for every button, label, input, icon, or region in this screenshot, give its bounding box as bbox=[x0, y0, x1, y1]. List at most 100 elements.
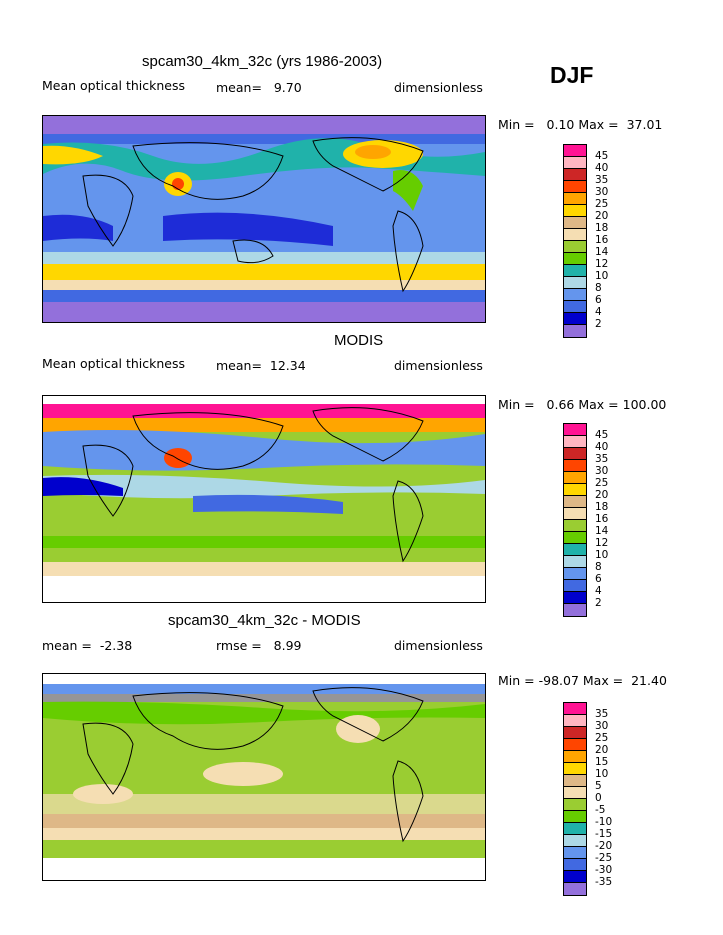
mean-label: mean= 9.70 bbox=[216, 80, 302, 95]
minmax-label: Min = 0.10 Max = 37.01 bbox=[498, 117, 663, 132]
legend-tick-label: 16 bbox=[595, 513, 609, 525]
legend-swatch bbox=[564, 544, 586, 556]
legend-tick-label: -35 bbox=[595, 876, 613, 888]
legend-swatch bbox=[564, 787, 586, 799]
legend-tick-label: -30 bbox=[595, 864, 613, 876]
map-difference bbox=[42, 673, 486, 881]
legend-swatch bbox=[564, 568, 586, 580]
legend-swatch bbox=[564, 811, 586, 823]
legend-swatch bbox=[564, 301, 586, 313]
legend-tick-label: 8 bbox=[595, 282, 602, 294]
color-legend bbox=[563, 144, 587, 338]
legend-swatch bbox=[564, 484, 586, 496]
legend-swatch bbox=[564, 763, 586, 775]
season-label: DJF bbox=[550, 62, 594, 88]
legend-swatch bbox=[564, 496, 586, 508]
legend-tick-label: 20 bbox=[595, 489, 609, 501]
units-label: dimensionless bbox=[394, 358, 483, 373]
mean-label: mean= 12.34 bbox=[216, 358, 306, 373]
legend-swatch bbox=[564, 871, 586, 883]
legend-swatch bbox=[564, 604, 586, 616]
legend-swatch bbox=[564, 556, 586, 568]
legend-swatch bbox=[564, 739, 586, 751]
legend-swatch bbox=[564, 229, 586, 241]
legend-swatch bbox=[564, 265, 586, 277]
legend-tick-label: 30 bbox=[595, 720, 609, 732]
panel-title: MODIS bbox=[334, 332, 384, 349]
legend-swatch bbox=[564, 217, 586, 229]
legend-tick-label: -20 bbox=[595, 840, 613, 852]
panel-title: spcam30_4km_32c - MODIS bbox=[168, 612, 361, 629]
field-label: Mean optical thickness bbox=[42, 78, 186, 93]
legend-tick-label: 25 bbox=[595, 198, 609, 210]
legend-swatch bbox=[564, 847, 586, 859]
legend-tick-label: 14 bbox=[595, 525, 609, 537]
legend-swatch bbox=[564, 580, 586, 592]
legend-swatch bbox=[564, 751, 586, 763]
minmax-label: Min = -98.07 Max = 21.40 bbox=[498, 673, 667, 688]
legend-tick-label: 12 bbox=[595, 537, 609, 549]
legend-tick-label: 18 bbox=[595, 501, 609, 513]
map-model bbox=[42, 115, 486, 323]
mean-label: mean = -2.38 bbox=[42, 638, 133, 653]
legend-swatch bbox=[564, 325, 586, 337]
legend-swatch bbox=[564, 703, 586, 715]
color-legend bbox=[563, 423, 587, 617]
legend-tick-label: 12 bbox=[595, 258, 609, 270]
legend-swatch bbox=[564, 835, 586, 847]
legend-swatch bbox=[564, 592, 586, 604]
legend-tick-label: 45 bbox=[595, 429, 609, 441]
legend-swatch bbox=[564, 436, 586, 448]
legend-tick-label: 25 bbox=[595, 477, 609, 489]
legend-swatch bbox=[564, 727, 586, 739]
legend-tick-label: 20 bbox=[595, 744, 609, 756]
legend-swatch bbox=[564, 289, 586, 301]
legend-swatch bbox=[564, 313, 586, 325]
legend-tick-label: 45 bbox=[595, 150, 609, 162]
legend-swatch bbox=[564, 241, 586, 253]
legend-tick-label: 6 bbox=[595, 294, 602, 306]
legend-tick-label: 10 bbox=[595, 270, 609, 282]
legend-tick-label: 40 bbox=[595, 441, 609, 453]
legend-swatch bbox=[564, 253, 586, 265]
legend-tick-label: 25 bbox=[595, 732, 609, 744]
legend-tick-label: 4 bbox=[595, 585, 602, 597]
legend-tick-label: 16 bbox=[595, 234, 609, 246]
legend-swatch bbox=[564, 277, 586, 289]
legend-tick-label: 40 bbox=[595, 162, 609, 174]
legend-tick-label: 6 bbox=[595, 573, 602, 585]
legend-tick-label: 30 bbox=[595, 186, 609, 198]
legend-swatch bbox=[564, 460, 586, 472]
legend-tick-label: -15 bbox=[595, 828, 613, 840]
legend-swatch bbox=[564, 424, 586, 436]
legend-tick-label: 0 bbox=[595, 792, 602, 804]
minmax-label: Min = 0.66 Max = 100.00 bbox=[498, 397, 667, 412]
legend-swatch bbox=[564, 181, 586, 193]
legend-swatch bbox=[564, 145, 586, 157]
legend-tick-label: 2 bbox=[595, 597, 602, 609]
legend-tick-label: 2 bbox=[595, 318, 602, 330]
legend-tick-label: 35 bbox=[595, 174, 609, 186]
legend-tick-label: -10 bbox=[595, 816, 613, 828]
legend-swatch bbox=[564, 193, 586, 205]
legend-tick-label: -25 bbox=[595, 852, 613, 864]
legend-tick-label: 18 bbox=[595, 222, 609, 234]
legend-swatch bbox=[564, 532, 586, 544]
legend-tick-label: 8 bbox=[595, 561, 602, 573]
legend-swatch bbox=[564, 799, 586, 811]
units-label: dimensionless bbox=[394, 638, 483, 653]
map-modis bbox=[42, 395, 486, 603]
rmse-label: rmse = 8.99 bbox=[216, 638, 302, 653]
units-label: dimensionless bbox=[394, 80, 483, 95]
legend-tick-label: 14 bbox=[595, 246, 609, 258]
legend-tick-label: 10 bbox=[595, 549, 609, 561]
legend-swatch bbox=[564, 508, 586, 520]
legend-swatch bbox=[564, 715, 586, 727]
color-legend bbox=[563, 702, 587, 896]
legend-swatch bbox=[564, 775, 586, 787]
legend-tick-label: 20 bbox=[595, 210, 609, 222]
legend-swatch bbox=[564, 859, 586, 871]
legend-swatch bbox=[564, 169, 586, 181]
legend-tick-label: 5 bbox=[595, 780, 602, 792]
legend-tick-label: 10 bbox=[595, 768, 609, 780]
